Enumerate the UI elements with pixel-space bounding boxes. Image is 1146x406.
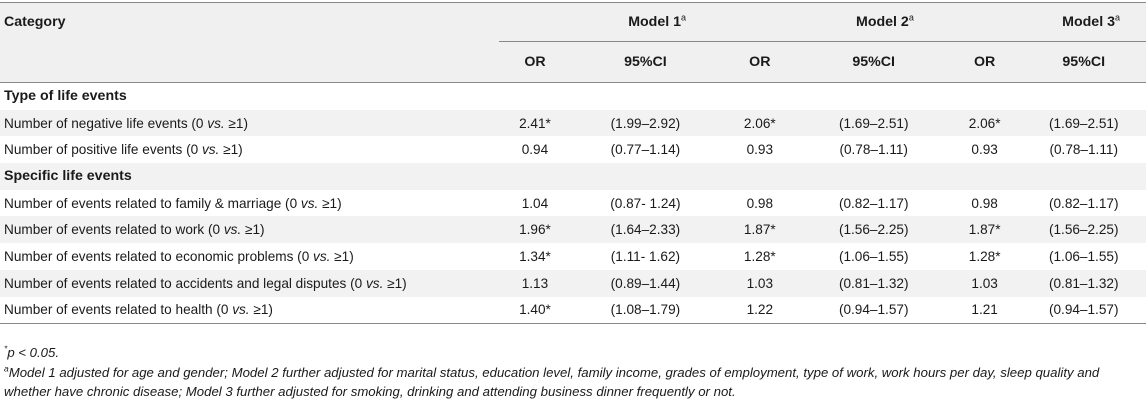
row-label: Number of events related to accidents an… — [0, 269, 500, 297]
row-label: Number of positive life events (0 vs. ≥1… — [4, 142, 243, 158]
header-row-stats: OR 95%CI OR 95%CI OR 95%CI — [0, 41, 1146, 83]
m3-ci-header: 95%CI — [1021, 41, 1146, 83]
m1-ci-header: 95%CI — [570, 41, 721, 83]
m2-or: 0.98 — [746, 195, 774, 211]
footnote-models: aModel 1 adjusted for age and gender; Mo… — [4, 363, 1100, 399]
m1-ci: (1.99–2.92) — [570, 109, 721, 137]
m2-ci: (0.82–1.17) — [838, 195, 909, 211]
m1-or: 0.94 — [521, 142, 549, 158]
table-row: Number of events related to work (0 vs. … — [0, 216, 1146, 244]
m2-ci: (0.81–1.32) — [799, 269, 948, 297]
table-row: Number of events related to health (0 vs… — [0, 296, 1146, 325]
m2-ci: (0.78–1.11) — [839, 142, 908, 158]
footnote-significance: *p < 0.05. — [4, 343, 60, 360]
m2-ci: (1.06–1.55) — [838, 248, 909, 264]
m3-or: 2.06* — [947, 109, 1022, 137]
row-label: Number of events related to economic pro… — [4, 248, 354, 264]
model-2-header: Model 2a — [856, 12, 914, 30]
m3-ci: (1.06–1.55) — [1048, 248, 1119, 264]
m3-or: 1.87* — [947, 216, 1022, 244]
m3-ci: (0.94–1.57) — [1021, 296, 1146, 325]
section-title: Type of life events — [4, 88, 127, 105]
m2-or: 1.87* — [720, 216, 800, 244]
model-3-header: Model 3a — [1062, 12, 1120, 30]
m1-or: 1.04 — [521, 195, 549, 211]
m2-ci: (0.94–1.57) — [799, 296, 948, 325]
table-footnotes: *p < 0.05. aModel 1 adjusted for age and… — [4, 343, 1142, 402]
model-1-header: Model 1a — [628, 12, 687, 30]
table-row: Number of negative life events (0 vs. ≥1… — [0, 109, 1146, 137]
table-row: Number of events related to economic pro… — [0, 243, 1146, 270]
m1-ci: (0.87- 1.24) — [610, 195, 681, 211]
row-label: Number of negative life events (0 vs. ≥1… — [0, 109, 500, 137]
table-row: Number of events related to accidents an… — [0, 269, 1146, 297]
m3-ci: (0.81–1.32) — [1021, 269, 1146, 297]
table-row: Number of positive life events (0 vs. ≥1… — [0, 136, 1146, 163]
m2-ci-header: 95%CI — [799, 41, 948, 83]
m3-or: 1.28* — [968, 248, 1001, 264]
table-row: Number of events related to family & mar… — [0, 190, 1146, 217]
m1-ci: (1.64–2.33) — [570, 216, 721, 244]
m2-ci: (1.69–2.51) — [799, 109, 948, 137]
m2-or-header: OR — [720, 41, 800, 83]
section-title: Specific life events — [0, 163, 1146, 190]
m1-or-header: OR — [499, 41, 571, 83]
m2-ci: (1.56–2.25) — [799, 216, 948, 244]
m1-ci: (0.89–1.44) — [570, 269, 721, 297]
m3-or: 1.21 — [947, 296, 1022, 325]
m1-or: 1.13 — [499, 269, 571, 297]
row-label: Number of events related to health (0 vs… — [0, 296, 500, 325]
m3-or: 0.93 — [971, 142, 998, 158]
m1-ci: (1.11- 1.62) — [610, 248, 681, 264]
m2-or: 1.03 — [720, 269, 800, 297]
m3-or: 0.98 — [971, 195, 998, 211]
row-label: Number of events related to work (0 vs. … — [0, 216, 500, 244]
results-table: Category Model 1a Model 2a Model 3a OR 9… — [0, 2, 1146, 325]
m3-ci: (0.78–1.11) — [1049, 142, 1118, 158]
section-row-specific: Specific life events — [0, 163, 1146, 190]
m1-ci: (1.08–1.79) — [570, 296, 721, 325]
row-label: Number of events related to family & mar… — [4, 195, 342, 211]
m1-ci: (0.77–1.14) — [610, 142, 681, 158]
m3-or-header: OR — [947, 41, 1022, 83]
category-header-blank — [0, 41, 500, 83]
m1-or: 1.40* — [499, 296, 571, 325]
m3-ci: (1.69–2.51) — [1021, 109, 1146, 137]
category-header: Category — [4, 14, 66, 31]
m3-or: 1.03 — [947, 269, 1022, 297]
m2-or: 0.93 — [746, 142, 774, 158]
m3-ci: (1.56–2.25) — [1021, 216, 1146, 244]
m1-or: 1.34* — [519, 248, 551, 264]
m2-or: 1.28* — [743, 248, 776, 264]
m2-or: 1.22 — [720, 296, 800, 325]
m1-or: 1.96* — [499, 216, 571, 244]
m1-or: 2.41* — [499, 109, 571, 137]
section-row-type: Type of life events — [0, 83, 1146, 110]
m3-ci: (0.82–1.17) — [1048, 195, 1119, 211]
m2-or: 2.06* — [720, 109, 800, 137]
header-row-models: Category Model 1a Model 2a Model 3a — [0, 2, 1146, 42]
